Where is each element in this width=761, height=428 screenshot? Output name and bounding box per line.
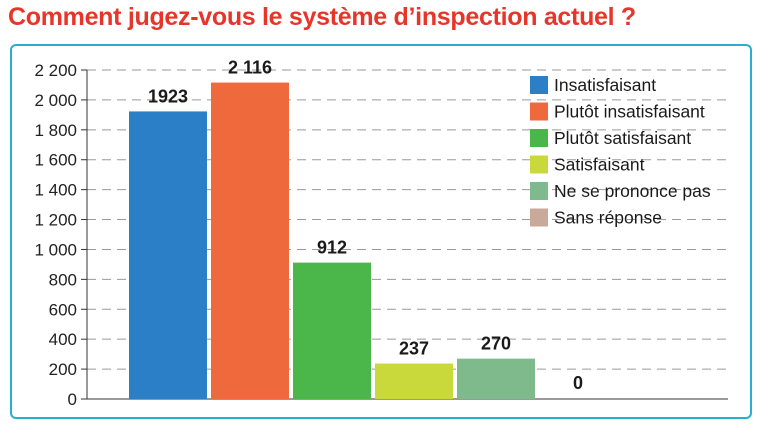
bar-value-label: 0	[573, 373, 583, 393]
legend-swatch	[530, 208, 548, 227]
bar-value-label: 1923	[148, 86, 188, 106]
y-tick-label: 1 200	[34, 211, 77, 230]
bar-value-label: 912	[317, 238, 347, 258]
bar	[293, 262, 371, 399]
legend-label: Plutôt satisfaisant	[554, 128, 691, 148]
bar	[457, 358, 535, 399]
legend-label: Satisfaisant	[554, 155, 645, 175]
y-tick-label: 200	[49, 360, 77, 379]
bar	[211, 82, 289, 399]
chart-title: Comment jugez-vous le système d’inspecti…	[8, 3, 636, 31]
y-tick-label: 2 200	[34, 61, 77, 80]
bar-value-label: 270	[481, 334, 511, 354]
bar	[375, 363, 453, 399]
legend-swatch	[530, 155, 548, 174]
bar-value-label: 237	[399, 339, 429, 359]
y-tick-label: 0	[68, 390, 77, 409]
y-tick-label: 1 800	[34, 121, 77, 140]
legend-label: Plutôt insatisfaisant	[554, 102, 705, 122]
bar	[129, 111, 207, 400]
legend-swatch	[530, 102, 548, 121]
legend-label: Insatisfaisant	[554, 75, 656, 95]
legend-swatch	[530, 76, 548, 94]
y-tick-label: 1 400	[34, 181, 77, 200]
y-tick-label: 600	[49, 300, 77, 319]
y-tick-label: 800	[49, 270, 77, 289]
y-tick-label: 2 000	[34, 91, 77, 110]
bar-value-label: 2 116	[228, 58, 272, 78]
chart-frame	[10, 44, 752, 419]
legend-swatch	[530, 129, 548, 147]
legend-label: Sans réponse	[554, 208, 662, 228]
legend-swatch	[530, 182, 548, 200]
legend-label: Ne se prononce pas	[554, 181, 711, 201]
y-tick-label: 400	[49, 330, 77, 349]
y-tick-label: 1 000	[34, 240, 77, 259]
y-tick-label: 1 600	[34, 151, 77, 170]
